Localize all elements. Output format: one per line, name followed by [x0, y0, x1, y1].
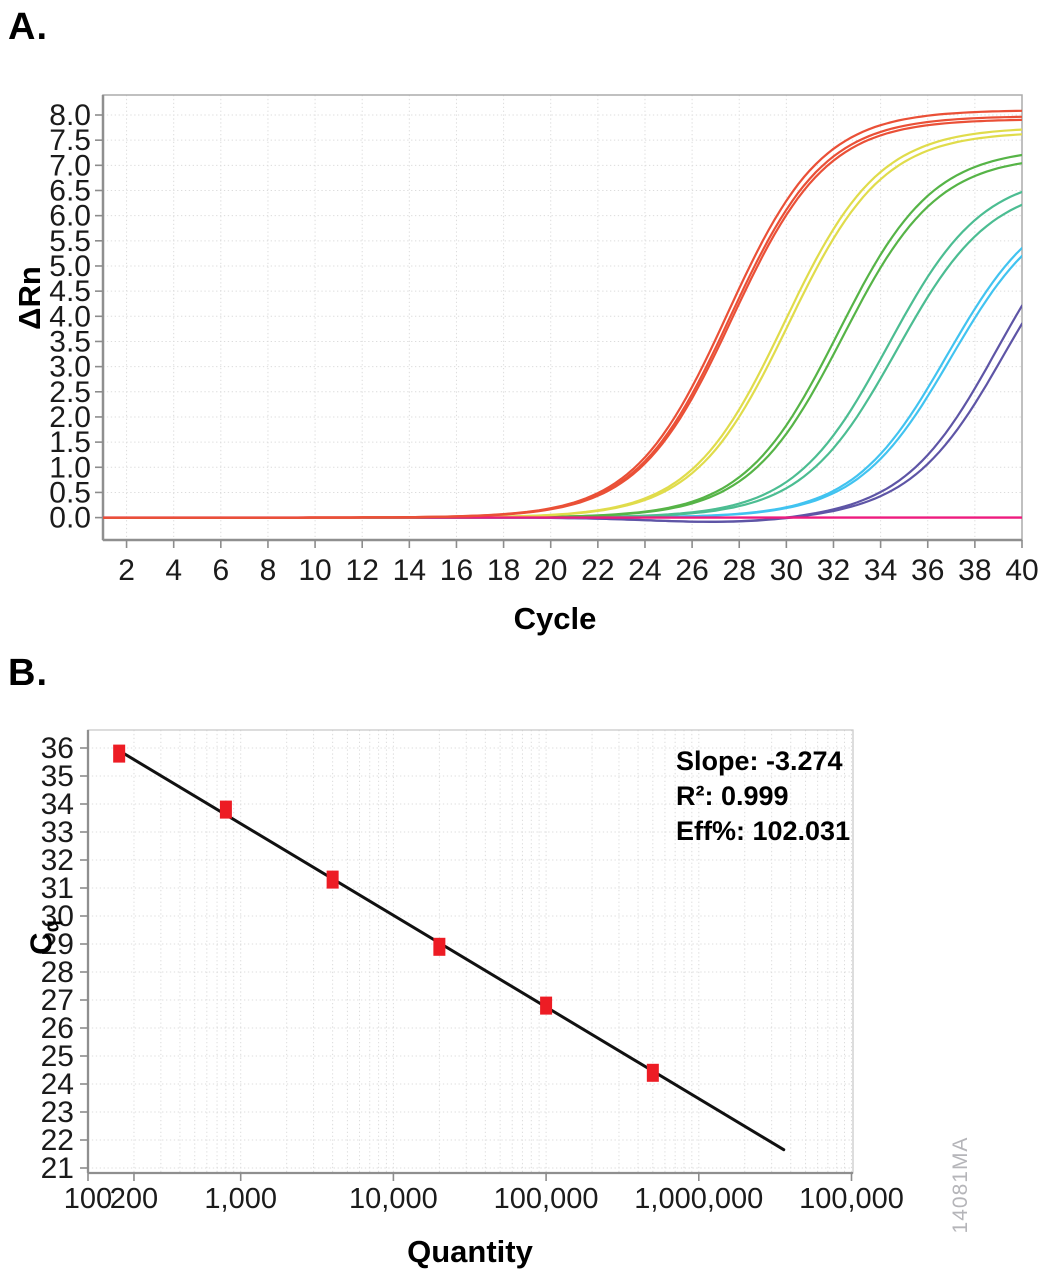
panel-b-y-tick-label: 27 [41, 984, 74, 1017]
slope-stat: Slope: -3.274 [676, 746, 843, 776]
standard-point-marker [433, 937, 446, 956]
r-squared-stat: R²: 0.999 [676, 781, 789, 811]
standard-point-marker [326, 870, 339, 889]
panel-a-y-tick-label: 2.5 [49, 376, 91, 409]
panel-b-x-tick-label: 100,000 [799, 1183, 904, 1215]
curve-standard-800 [103, 246, 1022, 519]
panel-a-y-tick-label: 3.0 [49, 351, 91, 384]
panel-a-x-tick-label: 40 [1005, 554, 1038, 587]
panel-b-y-tick-label: 32 [41, 844, 74, 877]
panel-a-y-tick-label: 3.5 [49, 325, 91, 358]
panel-b-y-tick-label: 35 [41, 760, 74, 793]
standard-point-marker [540, 996, 553, 1015]
panel-b-y-tick-label: 28 [41, 956, 74, 989]
panel-a-y-tick-label: 1.5 [49, 426, 91, 459]
panel-a-y-tick-label: 6.5 [49, 174, 91, 207]
panel-b-x-tick-label: 10,000 [349, 1183, 438, 1215]
cq-label-subscript: q [41, 920, 64, 933]
panel-a-y-tick-label: 7.0 [49, 149, 91, 182]
panel-b-y-tick-label: 29 [41, 928, 74, 961]
panel-a-x-tick-label: 26 [675, 554, 708, 587]
panel-a-x-tick-label: 28 [723, 554, 756, 587]
panel-a-x-tick-label: 38 [958, 554, 991, 587]
panel-a-x-tick-label: 22 [581, 554, 614, 587]
panel-b-y-axis-label: Cq [24, 888, 65, 988]
curve-standard-20000 [103, 153, 1022, 519]
standard-point-marker [219, 800, 232, 819]
panel-a-x-tick-label: 2 [118, 554, 135, 587]
panel-b-y-tick-label: 21 [41, 1152, 74, 1185]
curve-standard-500000 [103, 118, 1022, 519]
panel-a-x-tick-label: 8 [260, 554, 277, 587]
panel-b-y-tick-label: 23 [41, 1096, 74, 1129]
panel-a-label: A. [8, 6, 48, 48]
panel-a-y-tick-label: 2.0 [49, 401, 91, 434]
panel-b-y-tick-label: 22 [41, 1124, 74, 1157]
panel-a-x-tick-label: 16 [440, 554, 473, 587]
panel-a-y-tick-label: 0.5 [49, 476, 91, 509]
panel-a-x-tick-label: 6 [212, 554, 229, 587]
panel-b-x-tick-label: 1,000 [204, 1183, 277, 1215]
efficiency-stat: Eff%: 102.031 [676, 816, 851, 846]
panel-a-x-tick-label: 24 [628, 554, 661, 587]
panel-b-y-tick-label: 36 [41, 732, 74, 765]
panel-b-x-tick-label: 1,000,000 [634, 1183, 763, 1215]
standard-point-marker [113, 744, 126, 763]
panel-b-y-tick-label: 26 [41, 1012, 74, 1045]
panel-a-plot: 0.00.51.01.52.02.53.03.54.04.55.05.56.06… [49, 94, 1039, 587]
panel-a-x-tick-label: 4 [165, 554, 182, 587]
curve-standard-20000 [103, 162, 1022, 519]
panel-b-label: B. [8, 652, 48, 694]
panel-a-x-tick-label: 12 [346, 554, 379, 587]
panel-b-y-tick-label: 24 [41, 1068, 74, 1101]
panel-a-y-tick-label: 4.0 [49, 300, 91, 333]
curve-standard-4000 [103, 203, 1022, 519]
panel-a-y-tick-label: 5.5 [49, 225, 91, 258]
panel-a-x-tick-label: 14 [393, 554, 426, 587]
curve-standard-100000 [103, 128, 1022, 519]
panel-b-x-axis-label: Quantity [407, 1234, 533, 1269]
panel-a-x-tick-label: 36 [911, 554, 944, 587]
panel-b-y-tick-label: 31 [41, 872, 74, 905]
panel-a-y-tick-label: 8.0 [49, 99, 91, 132]
panel-b-y-tick-label: 33 [41, 816, 74, 849]
panel-a-y-tick-label: 5.0 [49, 250, 91, 283]
panel-a-plot-border [102, 94, 1023, 541]
curve-standard-160 [103, 304, 1022, 523]
panel-b-y-tick-label: 25 [41, 1040, 74, 1073]
panel-b-y-tick-label: 30 [41, 900, 74, 933]
regression-stats-block: Slope: -3.274 R²: 0.999 Eff%: 102.031 [676, 744, 850, 849]
standard-point-marker [646, 1063, 659, 1082]
panel-a-y-tick-label: 7.5 [49, 124, 91, 157]
curve-standard-800 [103, 254, 1022, 519]
panel-a-y-tick-label: 0.0 [49, 502, 91, 535]
panel-a-x-tick-label: 32 [817, 554, 850, 587]
panel-b-x-tick-label: 100 [64, 1183, 112, 1215]
cq-label-main: C [23, 932, 59, 955]
panel-a-x-tick-label: 18 [487, 554, 520, 587]
panel-a-x-axis-label: Cycle [513, 601, 597, 636]
panel-a-y-tick-label: 6.0 [49, 200, 91, 233]
panel-b-x-tick-label: 200 [110, 1183, 158, 1215]
panel-b-y-tick-label: 34 [41, 788, 74, 821]
panel-a-x-tick-label: 20 [534, 554, 567, 587]
panel-b-x-tick-label: 100,000 [494, 1183, 599, 1215]
panel-a-y-axis-label: ΔRn [12, 266, 47, 330]
panel-a-x-tick-label: 34 [864, 554, 897, 587]
panel-a-y-tick-label: 4.5 [49, 275, 91, 308]
curve-standard-100000 [103, 133, 1022, 519]
panel-a-x-tick-label: 30 [770, 554, 803, 587]
amplification-curves [103, 109, 1022, 523]
panel-a-y-tick-label: 1.0 [49, 451, 91, 484]
watermark-id: 14081MA [949, 1136, 972, 1234]
panel-a-x-tick-label: 10 [298, 554, 331, 587]
